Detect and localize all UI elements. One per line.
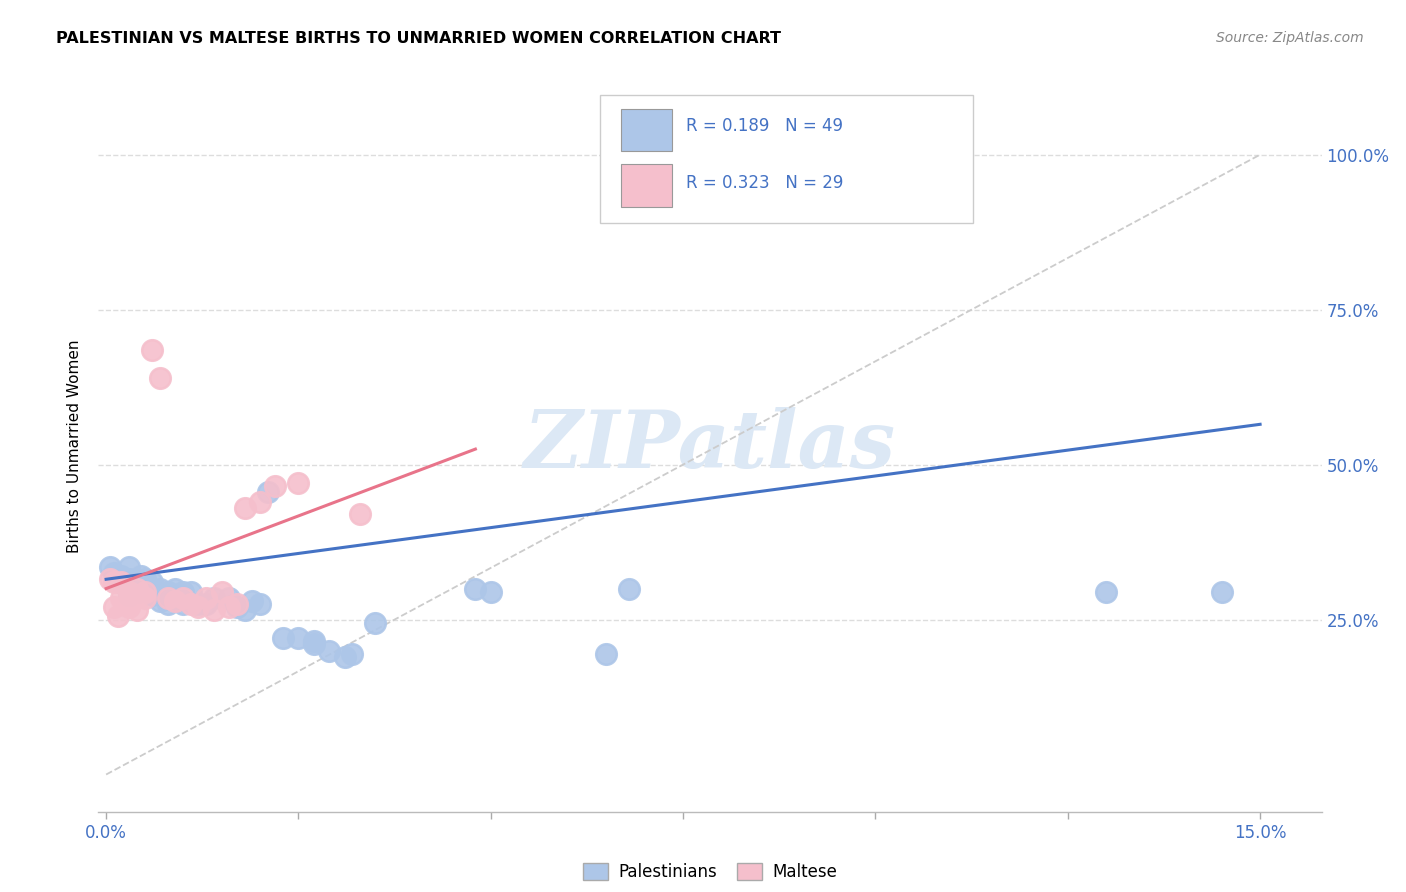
Point (464, 582, 486, 596)
Point (165, 591, 187, 605)
Point (195, 591, 218, 605)
Point (479, 584, 502, 599)
Point (218, 591, 240, 605)
Point (342, 647, 364, 661)
Point (172, 591, 194, 605)
Text: ZIPatlas: ZIPatlas (524, 408, 896, 484)
Point (256, 485, 278, 500)
Point (172, 584, 194, 599)
Point (125, 603, 148, 617)
Point (364, 615, 387, 630)
Point (149, 582, 172, 596)
Legend: Palestinians, Maltese: Palestinians, Maltese (576, 856, 844, 888)
Point (233, 500, 256, 515)
Point (195, 597, 218, 611)
Point (165, 582, 187, 596)
Point (156, 584, 179, 599)
Point (141, 588, 163, 602)
Text: R = 0.189   N = 49: R = 0.189 N = 49 (686, 118, 842, 136)
Point (287, 476, 309, 491)
Point (125, 575, 148, 590)
Point (134, 584, 156, 599)
Point (98, 560, 121, 574)
FancyBboxPatch shape (600, 95, 973, 223)
Point (103, 575, 125, 590)
Point (187, 597, 209, 611)
Point (149, 594, 172, 608)
Point (107, 572, 129, 586)
Point (271, 631, 294, 645)
Point (165, 594, 187, 608)
Y-axis label: Births to Unmarried Women: Births to Unmarried Women (67, 339, 83, 553)
FancyBboxPatch shape (620, 109, 672, 152)
Point (318, 643, 340, 657)
Point (141, 343, 163, 357)
Point (110, 569, 132, 583)
Point (98, 572, 121, 586)
Point (734, 157, 756, 171)
Point (249, 597, 271, 611)
Point (125, 582, 148, 596)
Point (172, 597, 194, 611)
Point (110, 575, 132, 590)
Point (125, 584, 148, 599)
Point (302, 637, 325, 651)
Point (240, 594, 263, 608)
Point (180, 584, 202, 599)
Point (118, 572, 141, 586)
Point (180, 597, 202, 611)
Point (110, 591, 132, 605)
Point (187, 600, 209, 615)
Point (103, 566, 125, 580)
Point (619, 582, 641, 596)
Point (264, 479, 287, 493)
Point (202, 603, 225, 617)
Point (1095, 584, 1118, 599)
Point (156, 597, 179, 611)
Point (107, 609, 129, 624)
Point (302, 634, 325, 648)
Point (287, 631, 309, 645)
Point (1211, 584, 1233, 599)
Text: Source: ZipAtlas.com: Source: ZipAtlas.com (1216, 31, 1364, 45)
Point (118, 584, 141, 599)
Point (225, 597, 247, 611)
Point (218, 600, 240, 615)
Text: R = 0.323   N = 29: R = 0.323 N = 29 (686, 174, 844, 192)
Point (349, 507, 371, 521)
Point (595, 647, 617, 661)
Point (211, 584, 233, 599)
Point (734, 169, 756, 184)
Point (134, 572, 156, 586)
Text: PALESTINIAN VS MALTESE BIRTHS TO UNMARRIED WOMEN CORRELATION CHART: PALESTINIAN VS MALTESE BIRTHS TO UNMARRI… (56, 31, 782, 46)
Point (233, 603, 256, 617)
Point (118, 600, 141, 615)
Point (225, 600, 247, 615)
Point (333, 649, 356, 664)
Point (103, 600, 125, 615)
Point (156, 591, 179, 605)
FancyBboxPatch shape (620, 164, 672, 207)
Point (149, 371, 172, 385)
Point (202, 591, 225, 605)
Point (134, 591, 156, 605)
Point (118, 588, 141, 602)
Point (141, 575, 163, 590)
Point (118, 560, 141, 574)
Point (114, 578, 136, 592)
Point (134, 582, 156, 596)
Point (249, 495, 271, 509)
Point (110, 575, 132, 590)
Point (129, 569, 152, 583)
